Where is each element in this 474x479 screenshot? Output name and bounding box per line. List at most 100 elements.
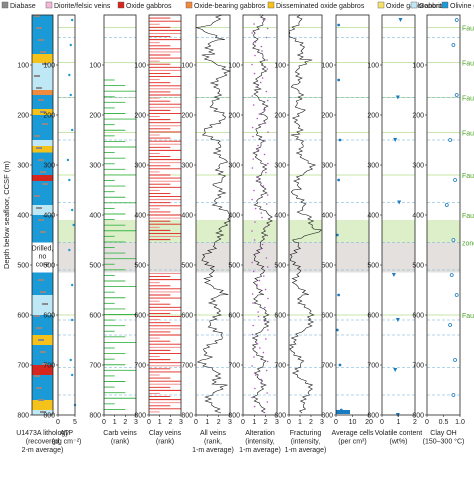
no-core-band bbox=[104, 242, 136, 273]
fault-zone-band bbox=[289, 220, 322, 243]
y-tick-label: 700 bbox=[181, 363, 193, 370]
alteration-point bbox=[256, 342, 258, 345]
panel-caption: (per cm³) bbox=[338, 439, 366, 446]
alteration-point bbox=[266, 401, 269, 403]
legend-label: Gabbro bbox=[419, 3, 442, 10]
cells-point bbox=[335, 328, 339, 332]
alteration-point bbox=[254, 221, 256, 223]
alteration-point bbox=[251, 63, 253, 66]
lithology-detail bbox=[36, 207, 42, 209]
atp-point bbox=[66, 158, 70, 162]
alteration-point bbox=[254, 54, 256, 57]
y-tick-label: 600 bbox=[89, 313, 101, 320]
fault-label: Fault bbox=[462, 61, 474, 68]
lithology-interval bbox=[32, 115, 53, 140]
panel-caption: Clay OH bbox=[430, 430, 456, 437]
y-tick-label: 500 bbox=[412, 263, 424, 270]
y-tick-label: 400 bbox=[181, 213, 193, 220]
y-tick-label: 800 bbox=[43, 413, 55, 420]
fault-zone-band bbox=[196, 220, 230, 243]
panel-clay bbox=[149, 14, 181, 413]
y-tick-label: 300 bbox=[274, 163, 286, 170]
lithology-detail bbox=[40, 111, 46, 113]
x-tick-label: 10 bbox=[349, 419, 357, 426]
y-tick-label: 800 bbox=[228, 413, 240, 420]
y-tick-label: 500 bbox=[321, 263, 333, 270]
alteration-point bbox=[251, 293, 254, 295]
alteration-point bbox=[255, 176, 258, 178]
y-tick-label: 300 bbox=[89, 163, 101, 170]
lithology-detail bbox=[40, 231, 46, 233]
x-tick-label: 1.0 bbox=[455, 419, 465, 426]
panel-caption: 1-m average) bbox=[239, 447, 281, 454]
y-tick-label: 400 bbox=[134, 213, 146, 220]
lithology-detail bbox=[42, 63, 48, 65]
fault-zone-band bbox=[58, 220, 75, 243]
y-tick-label: 200 bbox=[43, 113, 55, 120]
y-axis-title: Depth below seafloor, CCSF (m) bbox=[2, 161, 11, 269]
alteration-point bbox=[252, 158, 255, 160]
panel-caption: (rank, bbox=[204, 439, 222, 446]
legend-swatch bbox=[267, 1, 275, 9]
clay-oh-point bbox=[448, 138, 453, 142]
lithology-detail bbox=[38, 99, 44, 101]
lithology-detail bbox=[42, 303, 48, 305]
lithology-detail bbox=[36, 387, 42, 389]
alteration-point bbox=[251, 32, 253, 34]
lithology-interval bbox=[32, 315, 53, 335]
y-tick-label: 700 bbox=[17, 363, 29, 370]
lithology-detail bbox=[42, 183, 48, 185]
all-veins-line bbox=[195, 14, 232, 414]
lithology-detail bbox=[34, 135, 40, 137]
lithology-detail bbox=[40, 51, 46, 53]
y-tick-label: 600 bbox=[43, 313, 55, 320]
y-tick-label: 700 bbox=[89, 363, 101, 370]
cells-point bbox=[338, 138, 342, 142]
y-tick-label: 800 bbox=[134, 413, 146, 420]
atp-point bbox=[68, 178, 71, 182]
legend-label: Disseminated oxide gabbros bbox=[276, 3, 365, 10]
no-core-band bbox=[427, 242, 460, 273]
lithology-detail bbox=[34, 75, 40, 77]
x-tick-label: 0 bbox=[287, 419, 291, 426]
legend-label: Olivine gabbro bbox=[450, 3, 474, 10]
y-tick-label: 400 bbox=[17, 213, 29, 220]
y-tick-label: 100 bbox=[134, 63, 146, 70]
alteration-point bbox=[260, 378, 262, 381]
volatile-point bbox=[393, 368, 398, 372]
panel-frame bbox=[195, 14, 231, 416]
fault-zone-band bbox=[104, 220, 136, 243]
x-tick-label: 0 bbox=[147, 419, 151, 426]
panel-frame bbox=[57, 14, 76, 416]
fault-label: Fault bbox=[462, 313, 474, 320]
panel-caption: 1-m average) bbox=[285, 447, 327, 454]
y-tick-label: 800 bbox=[367, 413, 379, 420]
alteration-point bbox=[251, 365, 253, 367]
fault-zone-band bbox=[336, 220, 369, 243]
x-tick-label: 1 bbox=[113, 419, 117, 426]
y-tick-label: 200 bbox=[367, 113, 379, 120]
lithology-no-core bbox=[32, 242, 53, 273]
panel-caption: (intensity, bbox=[291, 439, 320, 446]
y-tick-label: 600 bbox=[412, 313, 424, 320]
alteration-point bbox=[265, 171, 267, 174]
fault-label: Fault bbox=[462, 131, 474, 138]
clay-oh-point bbox=[451, 43, 456, 47]
y-tick-label: 200 bbox=[412, 113, 424, 120]
alteration-point bbox=[260, 45, 263, 48]
volatile-point bbox=[395, 318, 400, 322]
x-tick-label: 0 bbox=[241, 419, 245, 426]
panel-caption: (150–300 °C) bbox=[423, 438, 465, 446]
x-tick-label: 3 bbox=[134, 419, 138, 426]
y-tick-label: 200 bbox=[134, 113, 146, 120]
fracturing-line bbox=[288, 14, 322, 414]
alteration-point bbox=[264, 140, 266, 142]
lithology-interval bbox=[32, 205, 53, 215]
atp-point bbox=[69, 358, 72, 362]
panel-caption: (intensity, bbox=[245, 439, 274, 446]
lithology-interval bbox=[32, 15, 53, 54]
